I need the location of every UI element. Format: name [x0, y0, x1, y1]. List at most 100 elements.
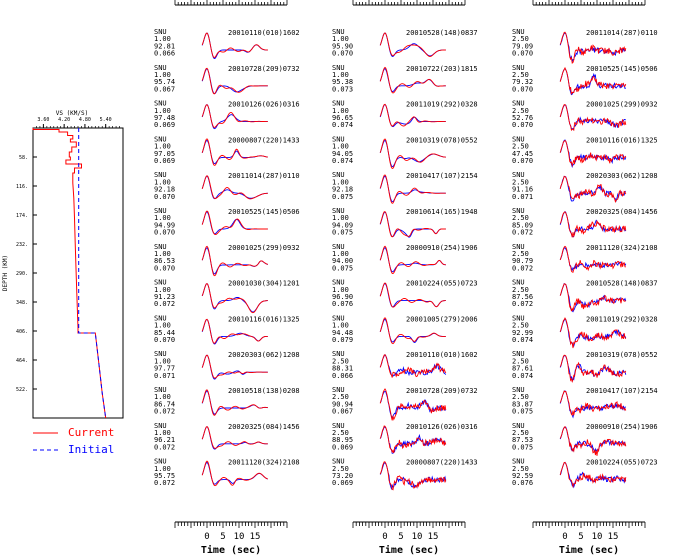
trace-label-line: 2.50 — [332, 393, 349, 401]
observed-trace — [379, 174, 446, 204]
trace-label-line: 0.067 — [332, 408, 353, 416]
trace-label-line: SNU — [512, 350, 525, 358]
trace-label-line: 85.44 — [154, 329, 175, 337]
trace-label-line: 1.00 — [332, 107, 349, 115]
trace-label-line: 96.65 — [332, 114, 353, 122]
trace-event-id: 20011019(292)0328 — [586, 315, 658, 323]
observed-trace — [379, 211, 446, 238]
profile-legend: Current Initial — [33, 426, 114, 456]
profile-y-tick-label: 58. — [19, 155, 28, 161]
trace-label-line: 0.075 — [332, 193, 353, 201]
trace-label-line: 2.50 — [512, 357, 529, 365]
trace-label-line: 0.075 — [332, 229, 353, 237]
trace-event-id: 20010722(203)1815 — [406, 65, 478, 73]
observed-trace — [201, 245, 268, 277]
trace-event-id: 20011019(292)0328 — [406, 101, 478, 109]
trace-label-line: 87.61 — [512, 365, 533, 373]
trace-label-line: 0.070 — [512, 85, 533, 93]
profile-line-initial — [78, 128, 107, 419]
observed-trace — [559, 140, 627, 168]
time-axis-label: Time (sec) — [379, 544, 439, 555]
time-axis-label: Time (sec) — [201, 544, 261, 555]
trace-label-line: 2.50 — [512, 214, 529, 222]
trace-label-line: SNU — [154, 64, 167, 72]
trace-label-line: SNU — [332, 207, 345, 215]
trace-label-line: 0.074 — [332, 157, 353, 165]
trace-label-line: 94.09 — [332, 221, 353, 229]
trace-label-line: 87.56 — [512, 293, 533, 301]
trace-label-line: 1.00 — [154, 250, 171, 258]
trace-label-line: 87.53 — [512, 436, 533, 444]
trace-label-line: 73.20 — [332, 472, 353, 480]
profile-x-tick-label: 4.80 — [79, 117, 91, 123]
time-tick-label: 10 — [234, 532, 245, 542]
trace-label-line: 0.070 — [512, 121, 533, 129]
trace-label-line: SNU — [154, 171, 167, 179]
trace-event-id: 20010110(010)1602 — [406, 351, 478, 359]
trace-label-line: 0.072 — [512, 300, 533, 308]
trace-event-id: 20011120(324)2108 — [586, 244, 658, 252]
observed-trace — [379, 66, 446, 94]
trace-label-line: 92.99 — [512, 329, 533, 337]
velocity-profile-panel: VS (KM/S) DEPTH (KM) 3.60 4.20 4.80 5.40 58… — [2, 110, 124, 456]
trace-event-id: 20010525(145)0506 — [228, 208, 300, 216]
profile-y-tick-label: 522. — [16, 387, 28, 393]
observed-trace — [559, 211, 627, 238]
trace-label-line: 2.50 — [512, 465, 529, 473]
trace-event-id: 20010126(026)0316 — [228, 101, 300, 109]
profile-x-tick-label: 4.20 — [58, 117, 70, 123]
profile-y-tick-label: 348. — [16, 300, 28, 306]
trace-label-line: 1.00 — [154, 322, 171, 330]
trace-label-line: 88.95 — [332, 436, 353, 444]
trace-label-line: SNU — [512, 243, 525, 251]
trace-label-line: 0.066 — [332, 372, 353, 380]
trace-label-line: SNU — [154, 422, 167, 430]
trace-event-id: 20010728(209)0732 — [228, 65, 300, 73]
trace-event-id: 20020303(062)1208 — [586, 172, 658, 180]
trace-label-line: 90.79 — [512, 257, 533, 265]
profile-y-tick-label: 232. — [16, 242, 28, 248]
profile-y-tick-label: 290. — [16, 271, 28, 277]
trace-label-line: 1.00 — [154, 143, 171, 151]
observed-trace — [559, 31, 627, 64]
trace-label-line: 0.070 — [154, 229, 175, 237]
trace-event-id: 20010417(107)2154 — [406, 172, 478, 180]
profile-x-tick-label: 3.60 — [37, 117, 49, 123]
observed-trace — [559, 461, 627, 489]
trace-label-line: 91.16 — [512, 186, 533, 194]
trace-label-line: 79.09 — [512, 42, 533, 50]
trace-label-line: 1.00 — [154, 71, 171, 79]
predicted-trace — [559, 104, 626, 131]
trace-label-line: 0.069 — [154, 157, 175, 165]
trace-label-line: 52.76 — [512, 114, 533, 122]
observed-trace — [201, 210, 268, 236]
trace-label-line: SNU — [512, 135, 525, 143]
trace-label-line: 92.81 — [154, 42, 175, 50]
trace-label-line: SNU — [332, 350, 345, 358]
trace-label-line: 0.070 — [154, 336, 175, 344]
trace-label-line: 95.90 — [332, 42, 353, 50]
trace-event-id: 20001005(279)2006 — [406, 315, 478, 323]
trace-label-line: 97.05 — [154, 150, 175, 158]
trace-label-line: 1.00 — [332, 35, 349, 43]
observed-trace — [379, 245, 446, 274]
trace-label-line: SNU — [512, 422, 525, 430]
trace-event-id: 20010528(148)0837 — [406, 29, 478, 37]
trace-label-line: 0.072 — [512, 229, 533, 237]
profile-lines — [32, 128, 107, 419]
observed-trace — [559, 390, 627, 416]
trace-event-id: 20010319(078)0552 — [406, 136, 478, 144]
trace-label-line: 2.50 — [332, 357, 349, 365]
trace-label-line: SNU — [154, 279, 167, 287]
